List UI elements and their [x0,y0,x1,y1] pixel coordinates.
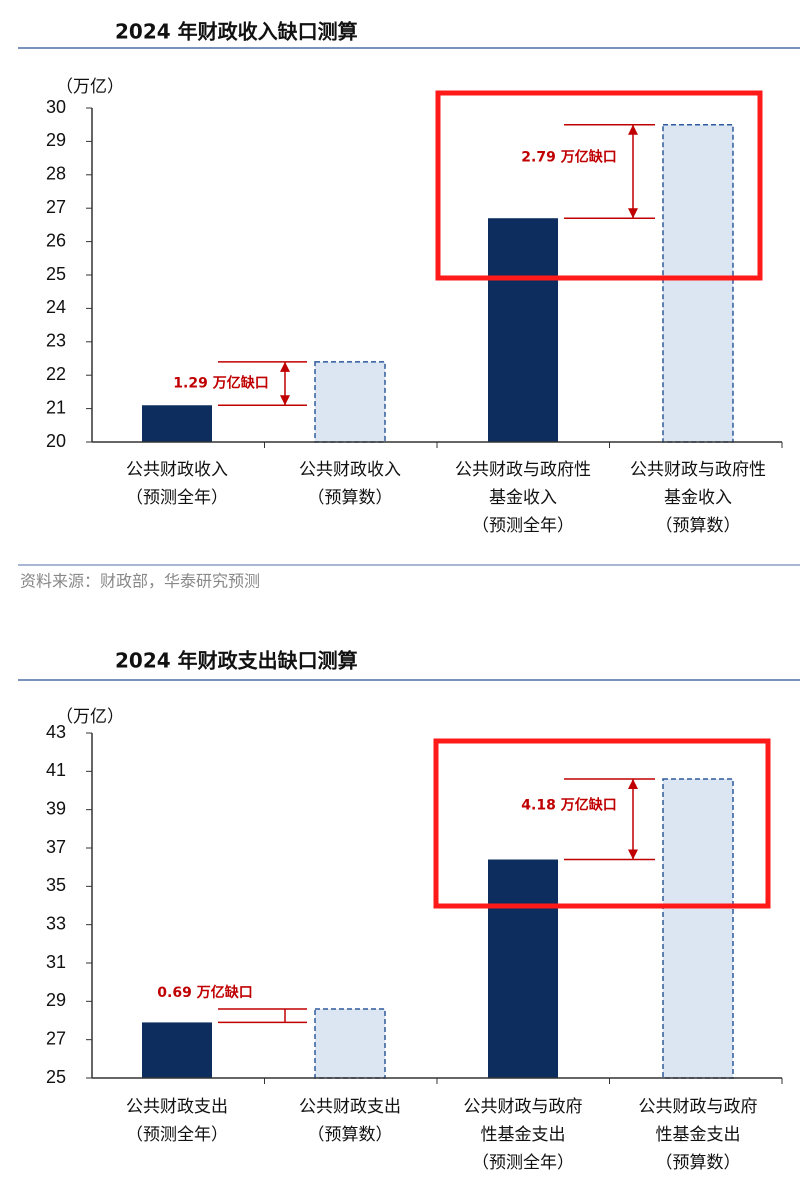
bar [314,1008,386,1079]
x-tick-label: （预算数） [656,1153,741,1173]
gap-annotation: 2.79 万亿缺口 [521,148,616,165]
y-tick-label: 35 [46,875,66,895]
x-tick-label: （预测全年） [126,1125,228,1145]
gap-annotation: 4.18 万亿缺口 [521,796,616,813]
x-tick-label: （预测全年） [126,488,228,508]
x-tick-label: （预算数） [656,516,741,536]
bar [314,361,386,443]
x-tick-label: 公共财政与政府性 [630,460,766,480]
y-tick-label: 25 [46,264,66,284]
x-tick-label: 公共财政与政府 [639,1097,758,1117]
x-tick-label: （预测全年） [472,516,574,536]
x-tick-label: 公共财政支出 [126,1097,228,1117]
y-tick-label: 27 [46,197,66,217]
y-tick-label: 22 [46,364,66,384]
highlight-box [433,738,771,909]
chart-title: 2024 年财政收入缺口测算 [115,20,358,44]
source-note: 资料来源：财政部，华泰研究预测 [20,572,260,591]
bar [142,1022,212,1078]
chart-title: 2024 年财政支出缺口测算 [115,649,358,673]
x-tick-label: （预算数） [308,1125,393,1145]
bar [662,778,734,1079]
y-tick-label: 41 [46,760,66,780]
y-tick-label: 43 [46,722,66,742]
bar [488,218,558,442]
y-tick-label: 31 [46,952,66,972]
y-tick-label: 29 [46,990,66,1010]
bar [488,859,558,1078]
x-tick-label: 性基金支出 [656,1125,741,1145]
y-tick-label: 28 [46,164,66,184]
y-tick-label: 29 [46,130,66,150]
y-tick-label: 25 [46,1067,66,1087]
bar [142,405,212,442]
y-tick-label: 20 [46,431,66,451]
y-tick-label: 23 [46,331,66,351]
gap-annotation: 1.29 万亿缺口 [173,375,268,392]
x-tick-label: （预算数） [308,488,393,508]
x-tick-label: 公共财政支出 [299,1097,401,1117]
x-tick-label: 基金收入 [489,488,557,508]
gap-annotation: 0.69 万亿缺口 [157,984,252,1001]
y-tick-label: 26 [46,230,66,250]
bar [662,123,734,443]
x-tick-label: 基金收入 [664,488,732,508]
y-axis-label: （万亿） [56,77,124,97]
x-tick-label: 公共财政收入 [299,460,401,480]
y-axis-label: （万亿） [56,707,124,727]
x-tick-label: 公共财政与政府 [464,1097,583,1117]
x-tick-label: （预测全年） [472,1153,574,1173]
x-tick-label: 公共财政收入 [126,460,228,480]
y-tick-label: 39 [46,798,66,818]
y-tick-label: 24 [46,297,66,317]
y-tick-label: 37 [46,837,66,857]
y-tick-label: 21 [46,397,66,417]
x-tick-label: 性基金支出 [481,1125,566,1145]
y-tick-label: 33 [46,913,66,933]
x-tick-label: 公共财政与政府性 [455,460,591,480]
y-tick-label: 27 [46,1028,66,1048]
highlight-box [435,90,763,281]
y-tick-label: 30 [46,97,66,117]
